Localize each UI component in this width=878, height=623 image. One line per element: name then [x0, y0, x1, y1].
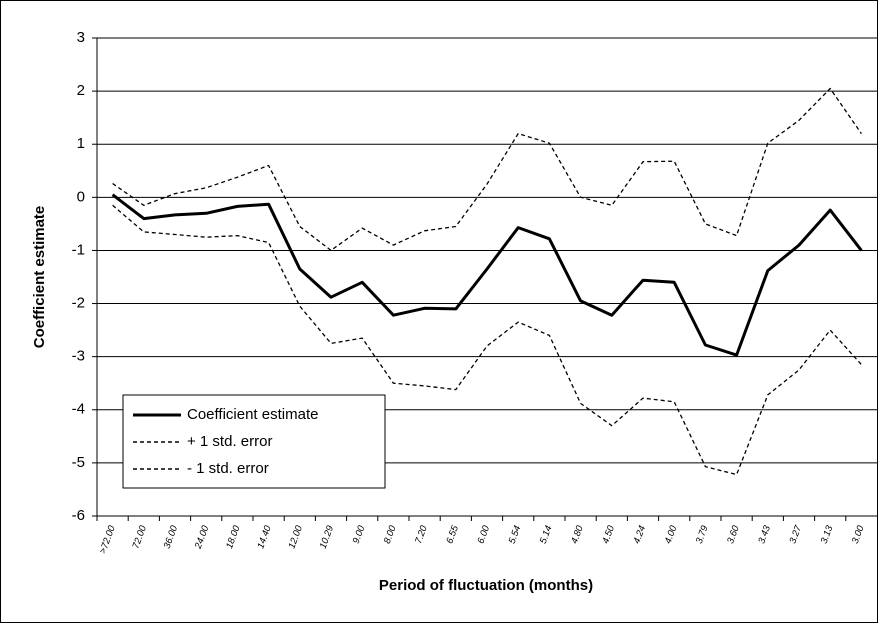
y-tick-label: -5 — [72, 454, 85, 471]
y-tick-label: -4 — [72, 401, 85, 418]
y-axis-title: Coefficient estimate — [31, 206, 48, 349]
y-tick-label: -2 — [72, 295, 85, 312]
y-tick-label: -3 — [72, 348, 85, 365]
y-tick-label: 3 — [77, 29, 85, 46]
legend-label: Coefficient estimate — [187, 406, 318, 423]
y-tick-label: 2 — [77, 82, 85, 99]
legend-label: - 1 std. error — [187, 460, 269, 477]
y-tick-label: -6 — [72, 507, 85, 524]
legend-label: + 1 std. error — [187, 433, 272, 450]
y-tick-label: 1 — [77, 135, 85, 152]
y-tick-label: -1 — [72, 241, 85, 258]
series-line — [112, 87, 862, 252]
legend-box — [122, 394, 386, 489]
series-line — [112, 204, 862, 476]
series-line — [111, 193, 863, 357]
x-axis-title: Period of fluctuation (months) — [379, 577, 593, 594]
y-tick-label: 0 — [77, 188, 85, 205]
